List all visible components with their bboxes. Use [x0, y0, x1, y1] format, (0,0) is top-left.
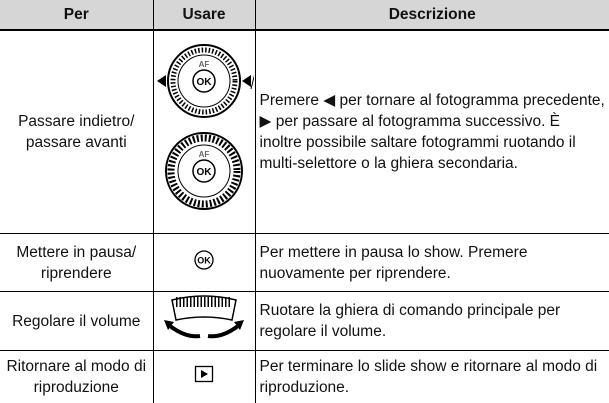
row: Regolare il volume Ruotare la ghiera di …: [0, 291, 609, 351]
row: Ritornare al modo di riproduzione Per te…: [0, 350, 609, 403]
icon-cell: OK: [152, 233, 255, 292]
action: Passare indietro/ passare avanti: [0, 29, 153, 234]
play-icon: [194, 365, 214, 382]
header-cell: Usare: [152, 0, 255, 31]
icon-label: OK: [197, 255, 211, 265]
description: Per mettere in pausa lo show. Premere nu…: [254, 233, 609, 292]
action: Regolare il volume: [0, 291, 153, 351]
icon-cell: [152, 291, 255, 351]
header-row: Per Usare Descrizione: [0, 0, 609, 31]
dial-icons: AF OK AF OK: [157, 44, 256, 210]
icon-cell: AF OK AF OK: [152, 29, 256, 234]
action: Ritornare al modo di riproduzione: [0, 350, 153, 403]
icon-cell: [152, 350, 255, 403]
header-cell: Descrizione: [254, 0, 609, 31]
row: Passare indietro/ passare avanti AF OK A…: [0, 29, 609, 234]
header-cell: Per: [0, 0, 153, 31]
icon-label: OK: [197, 167, 213, 178]
description: Per terminare lo slide show e ritornare …: [254, 350, 609, 403]
ok-icon: OK: [194, 249, 214, 270]
description: Premere ◀ per tornare al fotogramma prec…: [254, 29, 609, 234]
description: Ruotare la ghiera di comando principale …: [254, 291, 609, 351]
icon-label: AF: [199, 150, 210, 159]
icon-label: OK: [197, 77, 213, 88]
volume-dial-icon: [164, 295, 244, 339]
action: Mettere in pausa/ riprendere: [0, 233, 153, 292]
row: Mettere in pausa/ riprendere OK Per mett…: [0, 233, 609, 292]
icon-label: AF: [199, 60, 210, 69]
